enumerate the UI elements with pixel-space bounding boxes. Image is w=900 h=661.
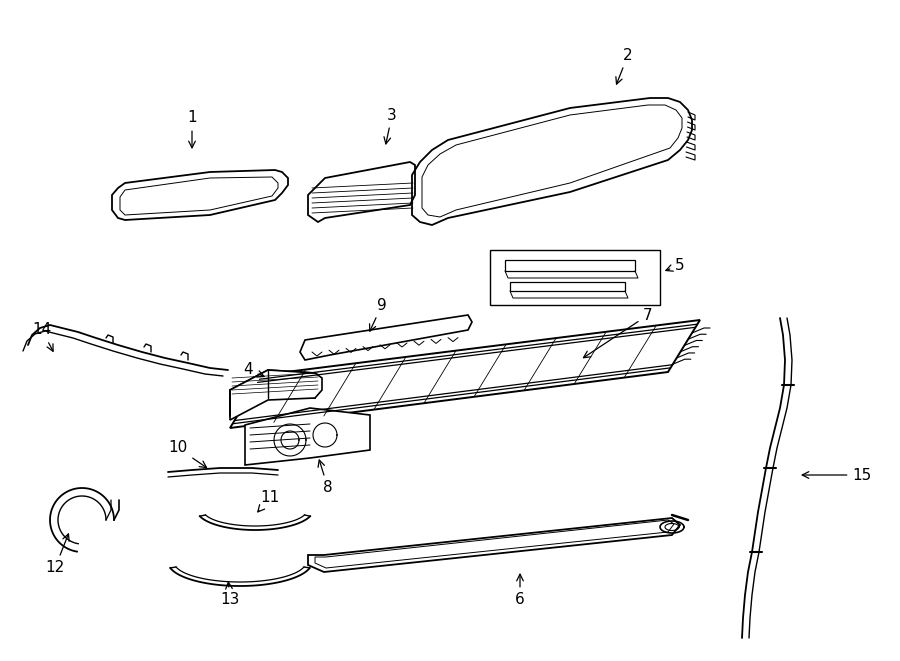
- Text: 3: 3: [384, 108, 397, 144]
- Text: 1: 1: [187, 110, 197, 148]
- Text: 7: 7: [583, 307, 652, 358]
- Text: 5: 5: [666, 258, 685, 272]
- Text: 8: 8: [318, 460, 333, 496]
- Text: 12: 12: [45, 534, 69, 576]
- Polygon shape: [230, 370, 315, 416]
- Polygon shape: [300, 315, 472, 360]
- Text: 15: 15: [802, 467, 871, 483]
- Text: 11: 11: [257, 490, 280, 512]
- Text: 10: 10: [168, 440, 207, 467]
- Polygon shape: [245, 408, 370, 465]
- Text: 2: 2: [616, 48, 633, 84]
- Text: 4: 4: [243, 362, 264, 377]
- Text: 14: 14: [32, 323, 53, 351]
- Text: 13: 13: [220, 582, 239, 607]
- Polygon shape: [230, 370, 322, 420]
- Text: 9: 9: [370, 297, 387, 331]
- Text: 6: 6: [515, 574, 525, 607]
